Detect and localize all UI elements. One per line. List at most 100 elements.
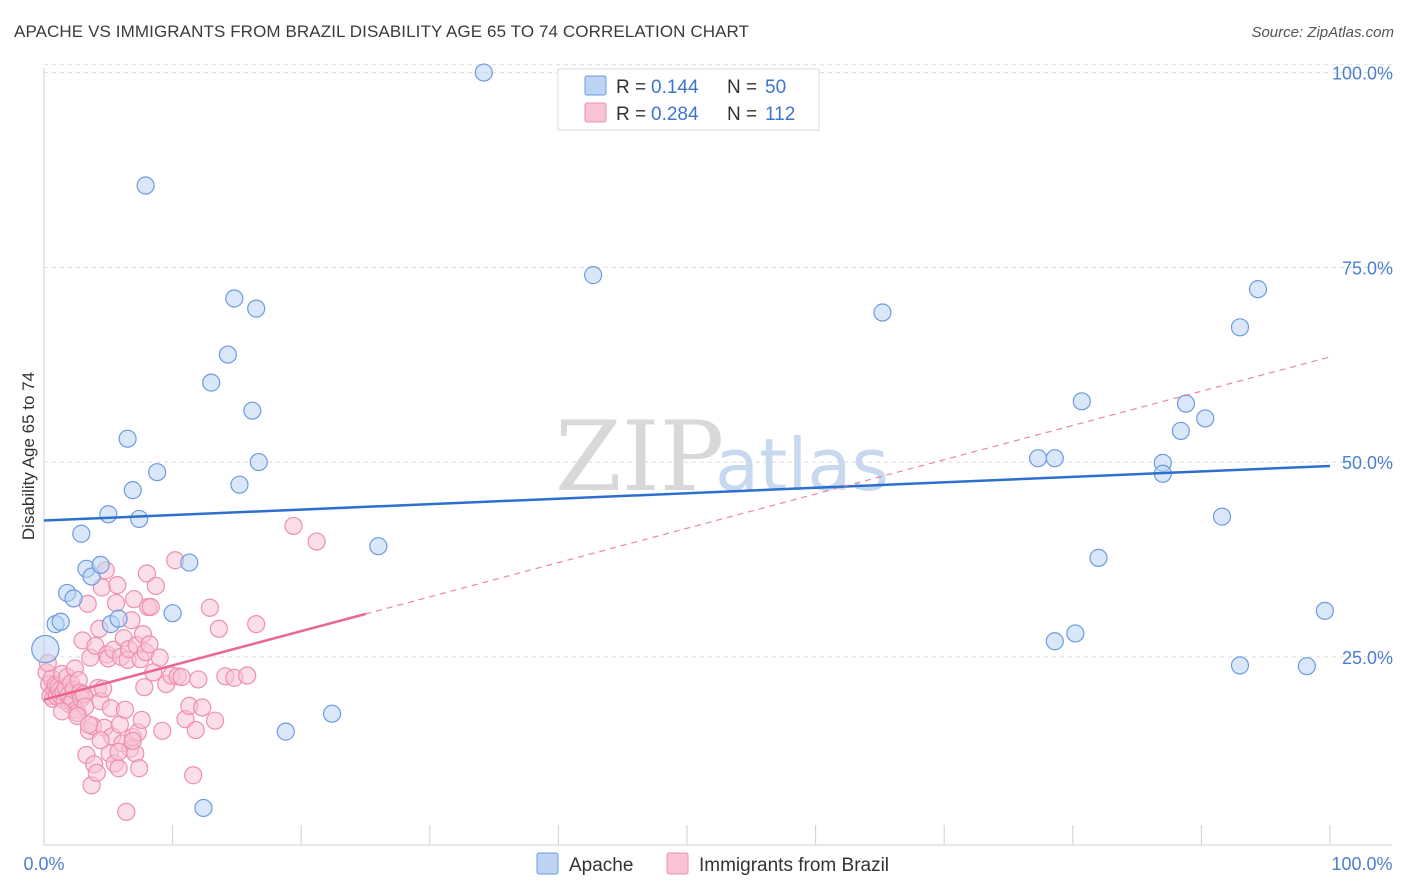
brazil-point	[186, 720, 205, 740]
apache-point	[1176, 394, 1196, 413]
apache-point	[194, 798, 213, 818]
legend-n-value-brazil: 112	[765, 104, 795, 125]
brazil-point	[141, 597, 160, 617]
brazil-point	[209, 619, 228, 638]
brazil-point	[108, 576, 127, 595]
y-axis-label: Disability Age 65 to 74	[19, 372, 38, 540]
apache-point	[230, 475, 249, 494]
legend-r-label-apache: R =	[616, 77, 646, 98]
brazil-point	[109, 759, 128, 778]
bottom-legend-apache: Apache	[569, 855, 633, 876]
apache-point	[249, 452, 268, 472]
bottom-legend: Apache Immigrants from Brazil	[536, 852, 889, 876]
apache-point	[163, 604, 182, 623]
brazil-point	[205, 711, 225, 730]
apache-point	[584, 266, 603, 285]
watermark-atlas: atlas	[715, 423, 889, 507]
apache-point	[1045, 449, 1064, 468]
bottom-legend-swatch-apache	[536, 852, 559, 875]
legend-n-label-brazil: N =	[727, 104, 757, 125]
brazil-point	[150, 648, 169, 667]
y-tick-label: 50.0%	[1342, 453, 1393, 473]
brazil-point	[132, 710, 151, 730]
brazil-point	[200, 598, 219, 617]
legend-r-value-apache: 0.144	[651, 77, 699, 98]
brazil-point	[193, 698, 212, 717]
x-ticks	[43, 825, 1331, 845]
apache-point	[1230, 656, 1250, 675]
apache-point	[369, 537, 388, 556]
apache-point	[118, 429, 137, 448]
legend-swatch-apache	[584, 75, 607, 96]
apache-point	[202, 373, 221, 392]
apache-point	[148, 463, 167, 482]
brazil-point	[247, 615, 266, 634]
brazil-point	[87, 763, 106, 783]
gridlines	[44, 64, 1392, 658]
apache-point	[1045, 632, 1064, 651]
brazil-point	[79, 715, 99, 734]
brazil-point	[130, 759, 149, 778]
brazil-point	[124, 590, 144, 609]
brazil-point	[123, 731, 142, 751]
apache-point	[72, 524, 91, 543]
apache-point	[64, 589, 83, 608]
brazil-point	[109, 742, 128, 761]
brazil-point	[140, 635, 159, 654]
brazil-point	[184, 766, 203, 785]
y-tick-labels: 25.0% 50.0% 75.0% 100.0%	[1332, 64, 1393, 668]
apache-trend-line	[43, 464, 1331, 522]
apache-point	[1066, 624, 1085, 643]
apache-point	[136, 176, 155, 195]
y-tick-label: 75.0%	[1342, 258, 1393, 278]
legend-r-value-brazil: 0.284	[651, 104, 699, 125]
bottom-legend-brazil: Immigrants from Brazil	[699, 855, 889, 876]
legend-r-label-brazil: R =	[616, 104, 646, 125]
brazil-point	[135, 678, 154, 697]
brazil-point	[117, 802, 136, 821]
apache-point	[109, 609, 128, 628]
apache-point	[218, 345, 237, 364]
brazil-point	[153, 721, 172, 740]
apache-point	[1196, 409, 1215, 428]
brazil-point	[52, 702, 72, 721]
apache-point	[91, 555, 110, 575]
apache-point	[123, 481, 142, 500]
apache-point	[474, 63, 493, 82]
legend-swatch-brazil	[584, 102, 607, 123]
x-tick-label-min: 0.0%	[23, 854, 64, 874]
apache-point	[180, 553, 199, 572]
apache-point	[247, 299, 266, 318]
apache-point	[51, 612, 70, 631]
apache-point	[225, 289, 244, 308]
apache-point	[130, 509, 149, 529]
apache-point	[1230, 318, 1250, 337]
brazil-point	[146, 576, 165, 596]
apache-point	[276, 722, 295, 741]
apache-point	[1171, 421, 1190, 441]
apache-point	[1212, 507, 1232, 526]
brazil-point	[172, 667, 191, 687]
brazil-trend-line	[43, 612, 366, 701]
brazil-point	[115, 700, 135, 719]
apache-point	[322, 704, 342, 723]
apache-point	[873, 303, 892, 322]
chart-title: APACHE VS IMMIGRANTS FROM BRAZIL DISABIL…	[14, 22, 750, 41]
legend-n-value-apache: 50	[765, 77, 786, 98]
brazil-point	[91, 731, 110, 750]
apache-point	[1028, 449, 1048, 468]
brazil-trend-extension	[365, 356, 1331, 615]
apache-point	[1072, 392, 1091, 411]
apache-point	[1089, 548, 1108, 567]
apache-point	[1315, 601, 1334, 620]
brazil-point	[307, 532, 326, 551]
brazil-point	[137, 564, 156, 583]
apache-point	[99, 505, 118, 524]
apache-point	[1248, 280, 1268, 299]
legend-n-label-apache: N =	[727, 77, 757, 98]
apache-point	[31, 634, 60, 664]
brazil-point	[106, 593, 126, 613]
source-label: Source: ZipAtlas.com	[1251, 24, 1394, 41]
legend: R = 0.144 N = 50 R = 0.284 N = 112	[557, 68, 820, 131]
